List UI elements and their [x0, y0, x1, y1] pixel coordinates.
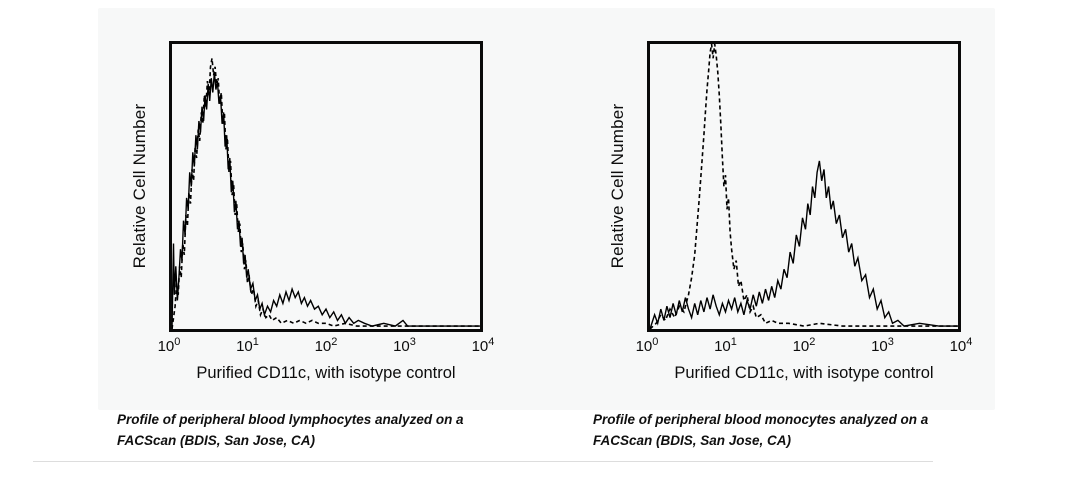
plot-frame	[647, 41, 961, 332]
x-tick-label: 102	[792, 336, 816, 356]
x-tick-label: 102	[314, 336, 338, 356]
histogram-plot-monocytes	[647, 41, 961, 332]
caption-line: FACScan (BDIS, San Jose, CA)	[117, 433, 316, 448]
x-axis-tick-row: 100 101 102 103 104	[158, 336, 495, 359]
x-tick-label: 103	[393, 336, 416, 356]
series-purified-cd11c	[171, 72, 480, 330]
plot-frame	[169, 41, 483, 332]
y-axis-label: Relative Cell Number	[608, 103, 627, 269]
histogram-plot-lymphocytes	[169, 41, 483, 332]
x-tick-label: 104	[471, 336, 495, 356]
caption-line: Profile of peripheral blood lymphocytes …	[117, 412, 464, 427]
caption-monocytes: Profile of peripheral blood monocytes an…	[593, 409, 1033, 451]
x-tick-label: 101	[236, 336, 259, 356]
series-isotype-control	[171, 58, 480, 330]
figure-background	[98, 8, 995, 410]
x-tick-label: 103	[871, 336, 894, 356]
x-tick-label: 104	[949, 336, 973, 356]
y-axis-label: Relative Cell Number	[130, 103, 149, 269]
chart-lymphocytes: Relative Cell Number 100 101 102 103 104 Pur…	[98, 8, 548, 410]
x-axis-title: Purified CD11c, with isotype control	[196, 364, 456, 382]
caption-lymphocytes: Profile of peripheral blood lymphocytes …	[117, 409, 557, 451]
x-axis-tick-row: 100 101 102 103 104	[636, 336, 973, 359]
chart-monocytes: Relative Cell Number 100 101 102 103 104 Pur…	[576, 8, 1026, 410]
x-axis-title: Purified CD11c, with isotype control	[674, 364, 934, 382]
caption-line: FACScan (BDIS, San Jose, CA)	[593, 433, 792, 448]
x-tick-label: 101	[714, 336, 737, 356]
series-purified-cd11c	[649, 160, 958, 330]
caption-line: Profile of peripheral blood monocytes an…	[593, 412, 929, 427]
x-tick-label: 100	[635, 336, 659, 356]
series-isotype-control	[649, 43, 958, 330]
bottom-divider-rule	[33, 461, 933, 462]
x-tick-label: 100	[157, 336, 181, 356]
